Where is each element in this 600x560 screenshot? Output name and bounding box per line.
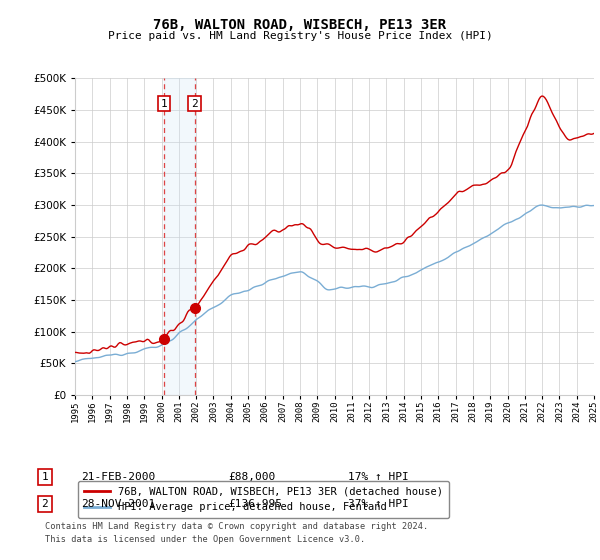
Legend: 76B, WALTON ROAD, WISBECH, PE13 3ER (detached house), HPI: Average price, detach: 76B, WALTON ROAD, WISBECH, PE13 3ER (det… [77,480,449,519]
Text: 76B, WALTON ROAD, WISBECH, PE13 3ER: 76B, WALTON ROAD, WISBECH, PE13 3ER [154,18,446,32]
Text: 2: 2 [191,99,198,109]
Text: £136,995: £136,995 [228,499,282,509]
Text: 2: 2 [41,499,49,509]
Text: Contains HM Land Registry data © Crown copyright and database right 2024.: Contains HM Land Registry data © Crown c… [45,522,428,531]
Text: 37% ↑ HPI: 37% ↑ HPI [348,499,409,509]
Text: 17% ↑ HPI: 17% ↑ HPI [348,472,409,482]
Bar [164,78,194,395]
Text: 1: 1 [41,472,49,482]
Text: £88,000: £88,000 [228,472,275,482]
Text: Price paid vs. HM Land Registry's House Price Index (HPI): Price paid vs. HM Land Registry's House … [107,31,493,41]
Text: 21-FEB-2000: 21-FEB-2000 [81,472,155,482]
Text: This data is licensed under the Open Government Licence v3.0.: This data is licensed under the Open Gov… [45,535,365,544]
Text: 1: 1 [160,99,167,109]
Text: 28-NOV-2001: 28-NOV-2001 [81,499,155,509]
